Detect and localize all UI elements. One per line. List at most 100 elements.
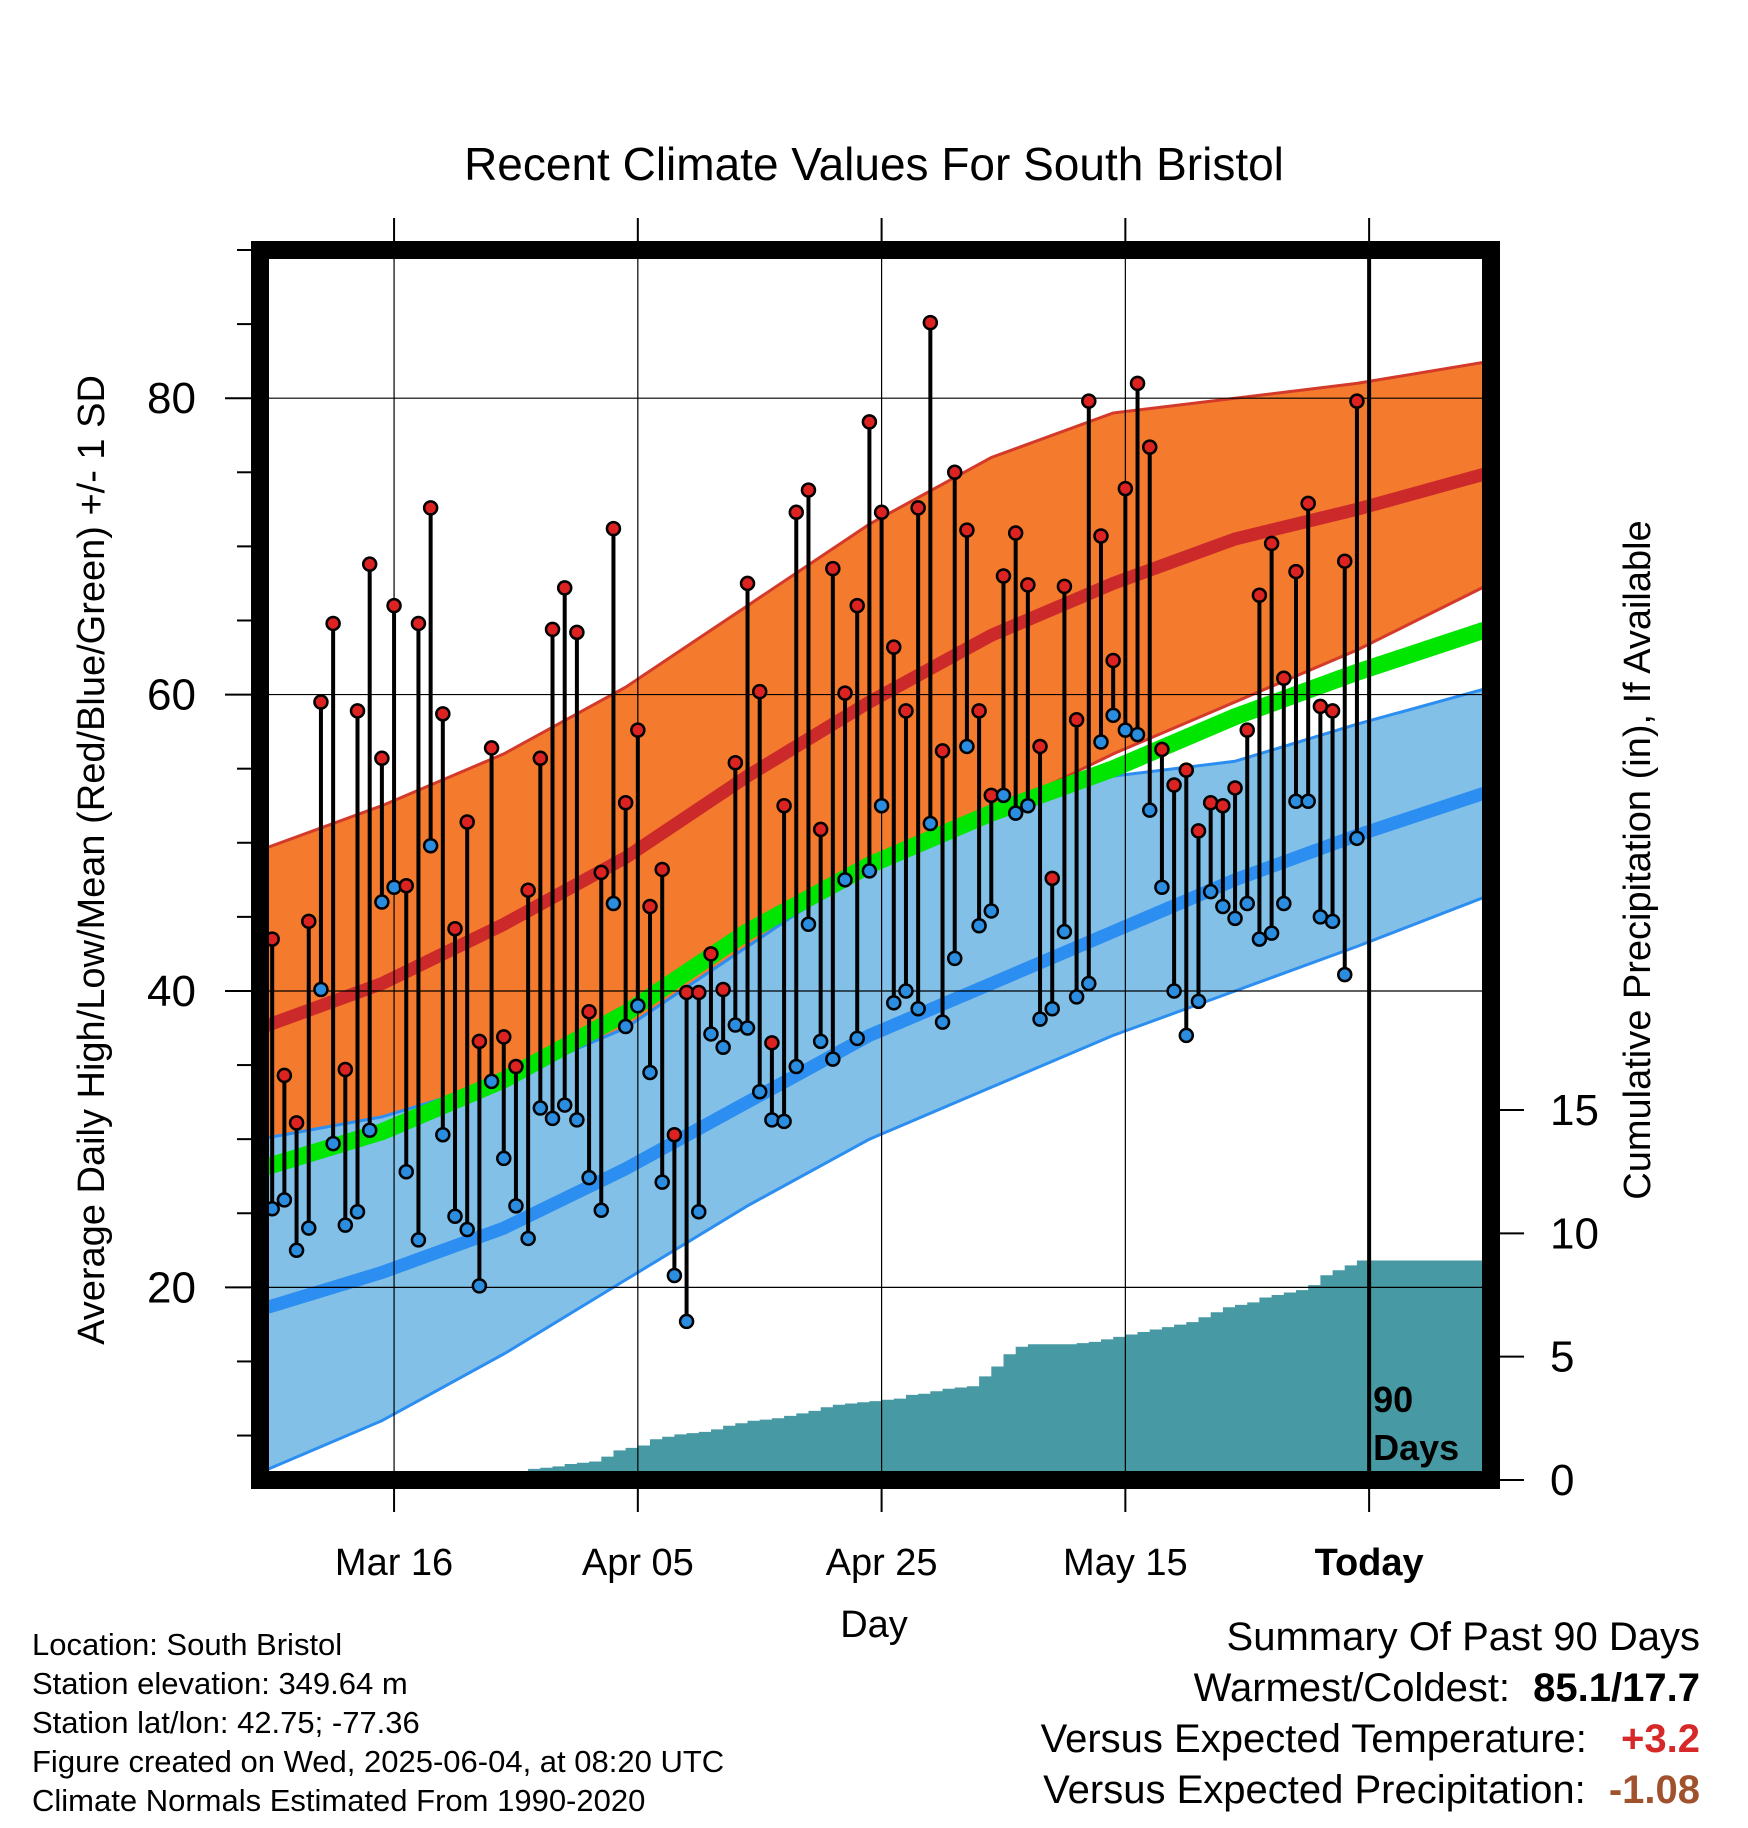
low-temp-point: [654, 1174, 670, 1190]
high-temp-point: [1324, 703, 1341, 719]
today-days-number: 90: [1373, 1379, 1413, 1420]
location-text: Location: South Bristol: [32, 1627, 343, 1662]
today-days-word: Days: [1373, 1427, 1459, 1468]
low-temp-point: [581, 1169, 597, 1186]
high-temp-point: [1141, 439, 1158, 455]
low-temp-point: [825, 1051, 841, 1067]
high-temp-point: [691, 984, 707, 1001]
high-temp-point: [361, 556, 378, 572]
high-temp-point: [1154, 741, 1170, 758]
high-temp-point: [532, 750, 549, 767]
high-temp-point: [1081, 393, 1097, 409]
low-temp-point: [313, 981, 329, 998]
high-temp-point: [886, 639, 902, 655]
low-band-lower-edge: [260, 893, 1491, 1474]
low-temp-point: [837, 872, 853, 888]
high-temp-point: [666, 1126, 683, 1143]
high-temp-point: [288, 1115, 305, 1131]
high-temp-point: [946, 464, 963, 481]
high-temp-point: [313, 694, 329, 710]
high-temp-point: [764, 1035, 780, 1051]
temp-departure-value: +3.2: [1621, 1717, 1700, 1761]
high-temp-point: [1215, 797, 1231, 814]
warm-cold-row: Warmest/Coldest: 85.1/17.7: [1041, 1663, 1700, 1714]
low-temp-point: [1178, 1027, 1195, 1044]
high-temp-point: [1190, 823, 1207, 839]
low-temp-point: [995, 787, 1012, 804]
low-temp-point: [873, 797, 890, 814]
warm-cold-value: 85.1/17.7: [1533, 1666, 1700, 1710]
high-temp-point: [910, 500, 926, 516]
high-temp-point: [1020, 577, 1036, 593]
low-temp-point: [1007, 805, 1024, 821]
high-temp-point: [715, 981, 731, 998]
high-temp-point: [556, 580, 573, 596]
summary-panel: Summary Of Past 90 Days Warmest/Coldest:…: [1041, 1612, 1700, 1816]
low-temp-point: [398, 1164, 415, 1180]
low-temp-point: [1068, 989, 1085, 1005]
low-normal-band: [260, 687, 1491, 1473]
high-temp-point: [435, 706, 451, 722]
low-temp-point: [593, 1202, 610, 1219]
high-temp-point: [1300, 495, 1316, 512]
low-temp-point: [1093, 734, 1109, 750]
low-temp-point: [691, 1204, 707, 1220]
low-temp-point: [1129, 726, 1146, 743]
high-temp-point: [605, 520, 622, 537]
plot-area: [260, 250, 1491, 1480]
high-temp-point: [422, 500, 439, 516]
y-tick-label: 60: [147, 671, 196, 720]
low-temp-point: [1141, 802, 1158, 818]
high-temp-point: [800, 482, 817, 498]
high-temp-point: [861, 414, 878, 430]
high-temp-point: [276, 1067, 293, 1084]
high-temp-point: [934, 743, 951, 759]
high-normal-band: [260, 361, 1491, 1192]
chart-title: Recent Climate Values For South Bristol: [464, 138, 1284, 190]
precip-departure-label: Versus Expected Precipitation:: [1043, 1768, 1586, 1812]
high-temp-point: [873, 504, 890, 521]
y2-tick-label: 5: [1550, 1333, 1574, 1382]
high-temp-point: [1093, 528, 1109, 544]
low-temp-point: [1276, 895, 1292, 912]
low-temp-point: [764, 1112, 780, 1128]
high-temp-point: [496, 1029, 512, 1045]
high-temp-point: [776, 797, 792, 814]
low-normal-line: [260, 784, 1491, 1316]
high-temp-point: [1166, 777, 1182, 793]
high-temp-point: [630, 722, 646, 738]
high-temp-point: [581, 1003, 597, 1020]
low-temp-point: [678, 1313, 695, 1330]
high-temp-point: [898, 703, 914, 719]
y-tick-label: 80: [147, 374, 196, 423]
temp-departure-row: Versus Expected Temperature: +3.2: [1041, 1714, 1700, 1765]
low-temp-point: [983, 903, 1000, 919]
high-temp-point: [1105, 652, 1121, 669]
high-temp-point: [959, 522, 975, 538]
high-temp-point: [922, 314, 939, 331]
low-temp-point: [422, 837, 439, 854]
high-temp-point: [410, 615, 427, 632]
high-temp-point: [398, 877, 415, 894]
low-temp-point: [1324, 913, 1341, 930]
low-temp-point: [605, 895, 622, 912]
low-temp-point: [946, 950, 963, 967]
low-temp-point: [1227, 910, 1243, 927]
high-temp-point: [1251, 587, 1268, 604]
high-temp-point: [544, 621, 561, 638]
high-temp-point: [1336, 553, 1353, 569]
low-temp-point: [959, 738, 975, 755]
normals-text: Climate Normals Estimated From 1990-2020: [32, 1783, 646, 1818]
low-temp-point: [1263, 925, 1280, 941]
latlon-text: Station lat/lon: 42.75; -77.36: [32, 1705, 420, 1740]
low-temp-point: [715, 1039, 731, 1056]
low-temp-point: [520, 1230, 536, 1247]
high-temp-point: [1276, 670, 1292, 687]
y2-tick-label: 0: [1550, 1456, 1574, 1505]
low-temp-point: [898, 983, 914, 999]
elevation-text: Station elevation: 349.64 m: [32, 1666, 408, 1701]
low-temp-point: [886, 995, 902, 1011]
high-temp-point: [1202, 795, 1219, 811]
high-temp-point: [1068, 712, 1085, 728]
